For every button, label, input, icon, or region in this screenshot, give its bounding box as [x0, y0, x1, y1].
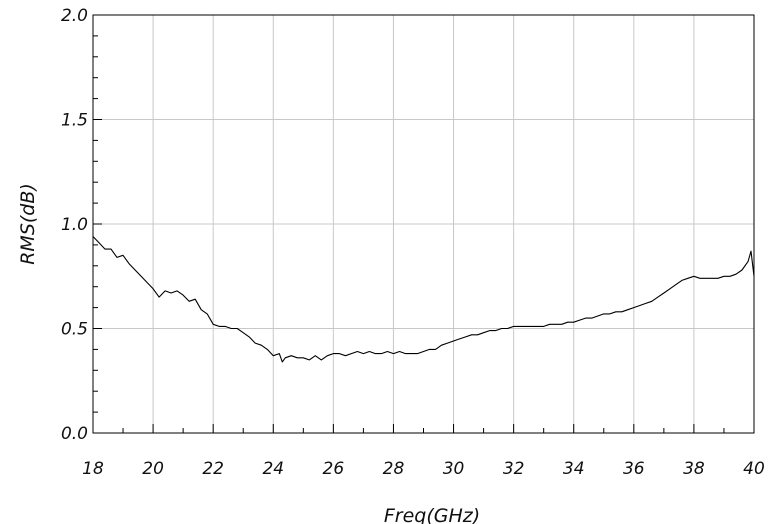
- x-tick-label: 22: [202, 459, 224, 479]
- x-tick-label: 18: [82, 459, 104, 479]
- x-tick-label: 20: [142, 459, 164, 479]
- y-tick-label: 0.0: [61, 424, 88, 444]
- x-tick-label: 38: [683, 459, 705, 479]
- y-tick-label: 2.0: [61, 6, 88, 26]
- y-tick-label: 1.0: [61, 215, 88, 235]
- x-tick-label: 32: [503, 459, 525, 479]
- x-tick-label: 24: [262, 459, 284, 479]
- x-axis-title: Freq(GHz): [384, 505, 480, 524]
- x-tick-label: 36: [623, 459, 645, 479]
- y-tick-label: 0.5: [61, 320, 88, 340]
- y-tick-label: 1.5: [61, 111, 88, 131]
- grid-lines: [93, 15, 754, 433]
- series-line: [92, 236, 755, 363]
- x-tick-label: 34: [563, 459, 585, 479]
- x-tick-label: 30: [443, 459, 465, 479]
- plot-area-border: [92, 14, 755, 434]
- x-tick-label: 28: [383, 459, 405, 479]
- x-tick-label: 26: [323, 459, 345, 479]
- y-axis-title: RMS(dB): [17, 183, 39, 265]
- x-tick-label: 40: [743, 459, 765, 479]
- series-layer: [92, 236, 755, 363]
- tick-labels: 18 20 22 24 26 28 30 32 34 36 38 40 0.0 0.5 1.0 1.5 2.0: [61, 6, 765, 479]
